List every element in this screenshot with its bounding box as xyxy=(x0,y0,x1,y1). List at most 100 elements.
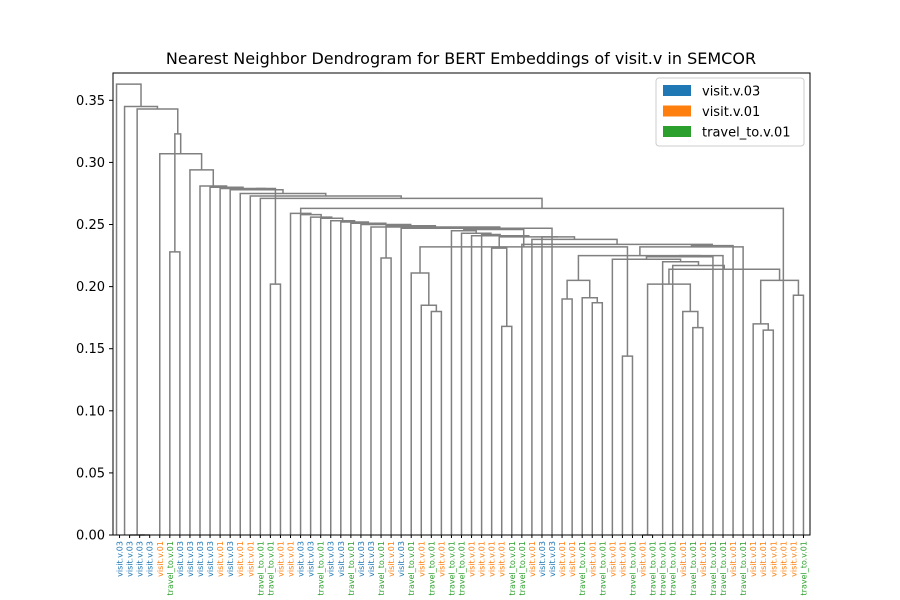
x-tick-label: travel_to.v.01 xyxy=(458,541,467,595)
dendrogram-link-18 xyxy=(566,279,591,300)
dendrogram-link-38 xyxy=(480,233,501,535)
x-tick-label: visit.v.01 xyxy=(468,541,477,577)
x-tick-label: visit.v.03 xyxy=(538,541,547,577)
dendrogram-link-3 xyxy=(621,355,634,535)
x-tick-label: visit.v.03 xyxy=(136,541,145,577)
dendrogram-link-26 xyxy=(169,251,181,535)
x-tick-label: visit.v.03 xyxy=(307,541,316,577)
dendrogram-link-44 xyxy=(370,226,501,535)
x-tick-label: visit.v.01 xyxy=(478,541,487,577)
dendrogram-link-46 xyxy=(360,223,412,535)
x-tick-label: travel_to.v.01 xyxy=(628,541,637,595)
x-tick-label: visit.v.01 xyxy=(769,541,778,577)
x-tick-label: visit.v.03 xyxy=(327,541,336,577)
dendrogram-link-60 xyxy=(219,187,267,535)
x-tick-label: visit.v.01 xyxy=(749,541,758,577)
y-tick-label: 0.10 xyxy=(76,404,105,419)
x-tick-label: travel_to.v.01 xyxy=(377,541,386,595)
x-tick-label: travel_to.v.01 xyxy=(659,541,668,595)
dendrogram-link-65 xyxy=(174,133,182,252)
dendrogram-link-43 xyxy=(447,227,553,535)
x-tick-label: visit.v.01 xyxy=(618,541,627,577)
dendrogram-link-16 xyxy=(646,283,692,535)
x-tick-label: visit.v.01 xyxy=(789,541,798,577)
dendrogram-link-41 xyxy=(463,228,525,247)
dendrogram-link-15 xyxy=(269,283,282,535)
dendrogram-link-59 xyxy=(255,187,277,285)
x-tick-label: visit.v.01 xyxy=(246,541,255,577)
x-tick-label: visit.v.01 xyxy=(488,541,497,577)
dendrogram-link-48 xyxy=(340,221,370,535)
dendrogram-link-57 xyxy=(239,192,327,535)
y-axis: 0.00 0.05 0.10 0.15 0.20 0.25 0.30 0.35 xyxy=(76,94,113,544)
dendrogram-link-64 xyxy=(159,152,203,535)
dendrogram-link-40 xyxy=(450,229,477,535)
dendrogram-link-53 xyxy=(289,212,312,535)
x-tick-label: visit.v.01 xyxy=(287,541,296,577)
dendrogram-link-5 xyxy=(500,325,513,535)
dendrogram-link-36 xyxy=(498,236,559,249)
x-tick-label: visit.v.03 xyxy=(186,541,195,577)
x-tick-label: visit.v.01 xyxy=(216,541,225,577)
legend-label: visit.v.03 xyxy=(702,85,760,100)
x-tick-label: visit.v.03 xyxy=(337,541,346,577)
dendrogram-link-54 xyxy=(299,207,785,535)
legend-swatch xyxy=(663,126,691,137)
dendrogram-link-42 xyxy=(400,227,495,535)
dendrogram-link-67 xyxy=(123,105,159,535)
dendrogram-link-10 xyxy=(420,304,438,535)
x-tick-label: visit.v.01 xyxy=(679,541,688,577)
dendrogram-link-28 xyxy=(678,254,724,535)
dendrogram-link-19 xyxy=(410,272,430,535)
x-tick-label: visit.v.03 xyxy=(126,541,135,577)
x-tick-label: visit.v.01 xyxy=(437,541,446,577)
y-tick-label: 0.05 xyxy=(76,466,105,481)
y-tick-label: 0.00 xyxy=(76,529,105,544)
dendrogram-link-37 xyxy=(470,234,530,535)
x-tick-label: visit.v.01 xyxy=(699,541,708,577)
x-tick-label: visit.v.01 xyxy=(759,541,768,577)
x-tick-label: visit.v.03 xyxy=(196,541,205,577)
x-tick-label: visit.v.01 xyxy=(639,541,648,577)
dendrogram-link-52 xyxy=(299,213,322,535)
x-tick-label: visit.v.01 xyxy=(568,541,577,577)
x-tick-label: visit.v.01 xyxy=(156,541,165,577)
dendrogram-link-25 xyxy=(490,247,508,535)
dendrogram-link-50 xyxy=(319,217,344,535)
x-tick-label: travel_to.v.01 xyxy=(447,541,456,595)
dendrogram-link-51 xyxy=(309,216,333,535)
dendrogram-link-62 xyxy=(199,185,228,535)
y-tick-label: 0.30 xyxy=(76,156,105,171)
x-tick-label: visit.v.01 xyxy=(276,541,285,577)
x-tick-label: visit.v.01 xyxy=(387,541,396,577)
x-tick-label: travel_to.v.01 xyxy=(709,541,718,595)
x-tick-label: visit.v.01 xyxy=(779,541,788,577)
dendrogram-link-11 xyxy=(591,302,604,535)
dendrogram-link-34 xyxy=(531,238,618,535)
x-tick-label: visit.v.03 xyxy=(176,541,185,577)
y-tick-label: 0.20 xyxy=(76,280,105,295)
x-tick-label: visit.v.03 xyxy=(548,541,557,577)
dendrogram-link-13 xyxy=(581,297,599,535)
x-tick-label: travel_to.v.01 xyxy=(799,541,808,595)
dendrogram-link-39 xyxy=(460,232,492,535)
x-tick-label: travel_to.v.01 xyxy=(649,541,658,595)
dendrogram-link-21 xyxy=(671,264,726,535)
x-tick-label: travel_to.v.01 xyxy=(598,541,607,595)
x-tick-label: visit.v.01 xyxy=(498,541,507,577)
dendrogram-link-61 xyxy=(209,186,244,535)
dendrogram-link-7 xyxy=(692,326,704,535)
dendrogram-link-58 xyxy=(229,188,284,535)
y-tick-label: 0.15 xyxy=(76,342,105,357)
x-tick-label: travel_to.v.01 xyxy=(739,541,748,595)
dendrogram-link-30 xyxy=(419,246,629,357)
x-tick-label: travel_to.v.01 xyxy=(427,541,436,595)
dendrogram-link-68 xyxy=(115,83,142,535)
dendrogram-link-20 xyxy=(668,268,781,285)
x-tick-label: visit.v.03 xyxy=(206,541,215,577)
legend-label: visit.v.01 xyxy=(702,105,760,120)
x-tick-label: travel_to.v.01 xyxy=(256,541,265,595)
x-tick-label: travel_to.v.01 xyxy=(347,541,356,595)
x-tick-label: visit.v.03 xyxy=(397,541,406,577)
